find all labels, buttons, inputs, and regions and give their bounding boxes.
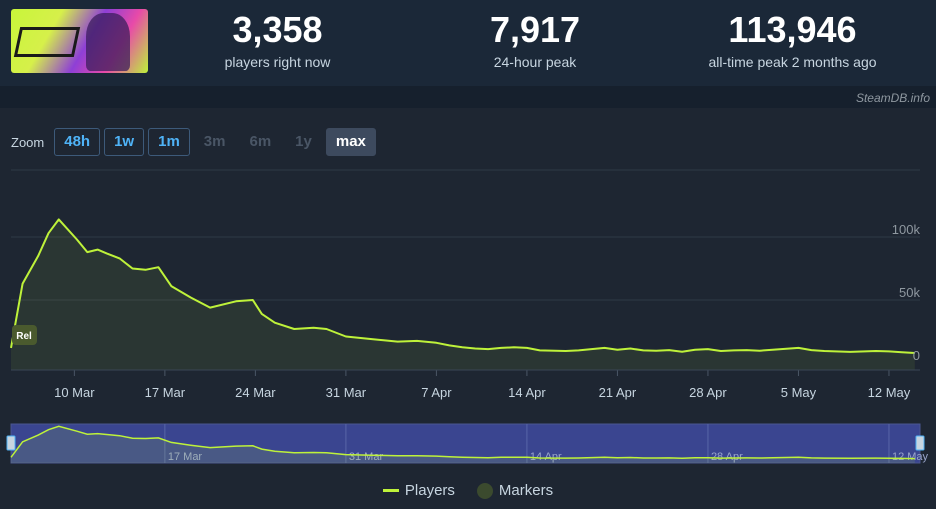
zoom-3m-button: 3m (203, 133, 226, 150)
players-line[interactable] (10, 218, 915, 354)
legend-item-players[interactable]: Players (382, 482, 455, 499)
x-tick-label: 28 Apr (689, 385, 727, 400)
navigator-left-handle[interactable] (6, 435, 16, 451)
navigator-area (11, 426, 915, 463)
stat-all-time-peak: 113,946 all-time peak 2 months ago (690, 10, 895, 72)
stat-label: players right now (224, 54, 331, 70)
players-line-swatch-icon (382, 489, 399, 492)
chart-legend: Players Markers (0, 482, 936, 499)
zoom-label: Zoom (11, 134, 45, 150)
zoom-controls: Zoom 48h 1w 1m 3m 6m 1y max (11, 128, 376, 156)
stat-value: 7,917 (489, 9, 581, 50)
game-thumbnail[interactable] (11, 9, 148, 73)
navigator-tick-label: 31 Mar (349, 451, 384, 463)
navigator-tick-label: 14 Apr (530, 451, 562, 463)
stats-header: 3,358 players right now 7,917 24-hour pe… (0, 0, 936, 86)
x-tick-label: 5 May (781, 385, 817, 400)
stat-players-now: 3,358 players right now (205, 10, 350, 72)
header-divider-band (0, 86, 936, 108)
markers-dot-swatch-icon (476, 482, 493, 499)
stat-label: 24-hour peak (493, 54, 577, 70)
stat-value: 113,946 (728, 9, 857, 50)
zoom-1m-button[interactable]: 1m (148, 128, 190, 156)
stat-24h-peak: 7,917 24-hour peak (465, 10, 605, 72)
y-tick-label: 50k (899, 285, 920, 300)
x-axis: 10 Mar 17 Mar 24 Mar 31 Mar 7 Apr 14 Apr 21 Ap… (11, 369, 920, 400)
stat-label: all-time peak 2 months ago (708, 54, 877, 70)
navigator-tick-label: 12 May (892, 451, 929, 463)
chart-area-fill (11, 219, 915, 370)
stat-value: 3,358 (232, 9, 323, 50)
players-area (11, 219, 915, 370)
y-tick-label: 100k (892, 222, 921, 237)
x-tick-label: 24 Mar (235, 385, 276, 400)
game-character-icon (86, 13, 130, 71)
zoom-max-button[interactable]: max (325, 128, 376, 156)
y-tick-label: 0 (913, 348, 920, 363)
navigator-tick-label: 17 Mar (168, 451, 203, 463)
marker-badge[interactable] (12, 325, 37, 345)
x-tick-label: 14 Apr (508, 385, 546, 400)
navigator-window[interactable] (10, 423, 921, 464)
zoom-1w-button[interactable]: 1w (104, 128, 145, 156)
zoom-48h-button[interactable]: 48h (54, 128, 101, 156)
navigator-line (10, 425, 915, 460)
x-tick-label: 31 Mar (326, 385, 367, 400)
y-axis: 0 50k 100k (892, 222, 921, 363)
x-tick-label: 10 Mar (54, 385, 95, 400)
navigator-tick-label: 28 Apr (711, 451, 743, 463)
range-navigator[interactable]: 17 Mar 31 Mar 14 Apr 28 Apr 12 May (6, 423, 929, 464)
chart-markers[interactable]: Rel (12, 325, 37, 345)
zoom-1y-button: 1y (295, 133, 312, 150)
legend-label: Players (404, 482, 455, 499)
x-tick-label: 12 May (868, 385, 911, 400)
x-tick-label: 17 Mar (145, 385, 186, 400)
steamdb-watermark[interactable]: SteamDB.info (855, 91, 930, 105)
marker-flag[interactable]: Rel (12, 325, 37, 345)
legend-item-markers[interactable]: Markers (476, 482, 554, 499)
marker-label: Rel (16, 331, 32, 342)
legend-label: Markers (498, 482, 554, 499)
x-tick-label: 7 Apr (421, 385, 452, 400)
navigator-right-handle[interactable] (915, 435, 925, 451)
players-series-line (10, 218, 915, 354)
zoom-6m-button: 6m (249, 133, 272, 150)
x-tick-label: 21 Apr (599, 385, 637, 400)
